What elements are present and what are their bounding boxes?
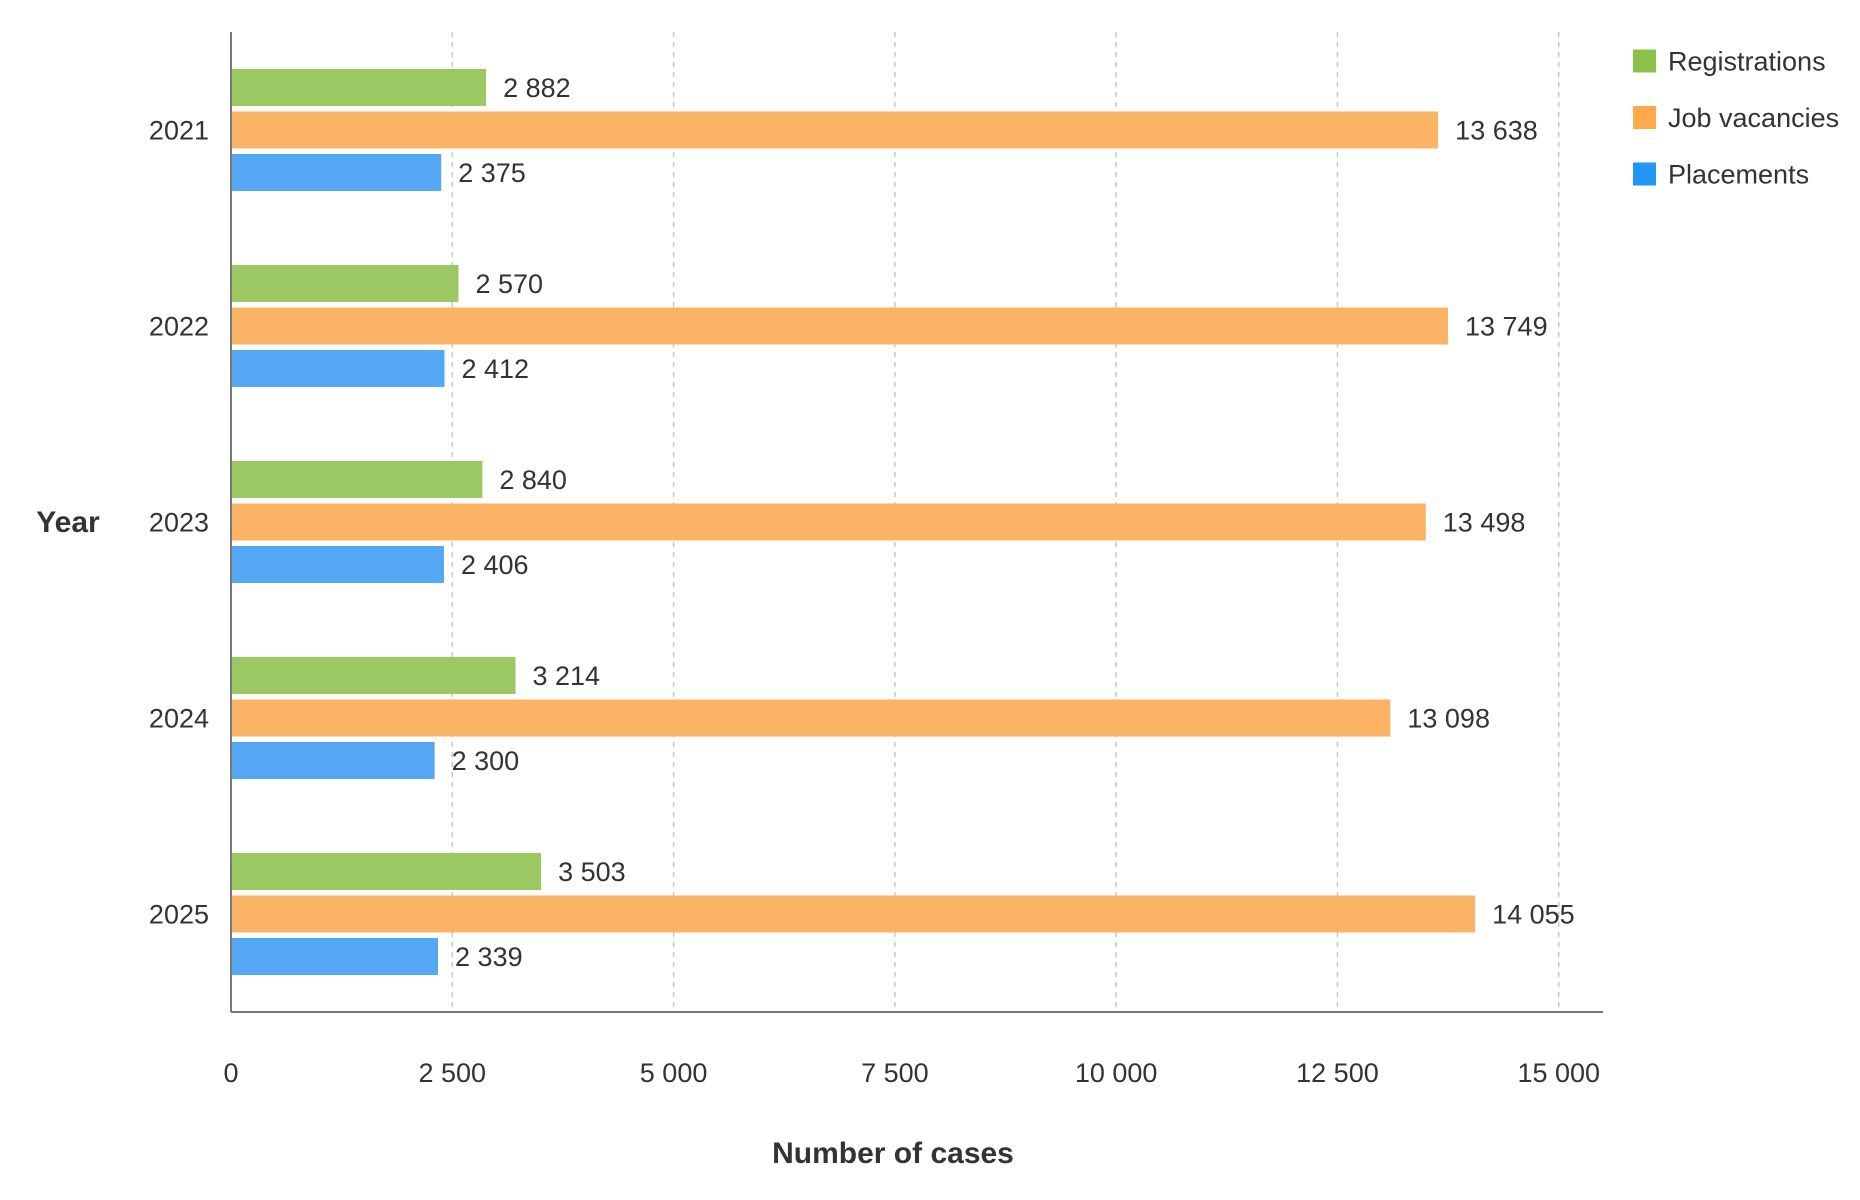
legend: Registrations Job vacancies Placements (1633, 47, 1839, 190)
bar-placements-2021 (231, 154, 442, 191)
data-label: 13 498 (1443, 508, 1526, 538)
x-tick-label: 12 500 (1296, 1058, 1379, 1088)
bar-placements-2023 (231, 546, 444, 583)
x-tick-label: 10 000 (1075, 1058, 1158, 1088)
data-label: 3 503 (558, 857, 626, 887)
bar-placements-2024 (231, 742, 435, 779)
data-label: 2 300 (452, 746, 520, 776)
x-tick-label: 0 (223, 1058, 238, 1088)
legend-swatch-registrations (1633, 49, 1656, 73)
legend-label: Placements (1668, 160, 1809, 190)
legend-label: Job vacancies (1668, 103, 1839, 133)
y-tick-label: 2024 (149, 704, 209, 734)
data-label: 13 749 (1465, 312, 1548, 342)
data-label: 2 339 (455, 942, 523, 972)
x-tick-label: 15 000 (1517, 1058, 1600, 1088)
y-axis-title: Year (36, 506, 100, 539)
legend-swatch-job-vacancies (1633, 106, 1656, 129)
bar-registrations-2024 (231, 657, 516, 694)
y-tick-label: 2023 (149, 508, 209, 538)
axes: 0 2 500 5 000 7 500 10 000 12 500 15 000 2021 20… (149, 32, 1603, 1088)
bar-job-vacancies-2025 (231, 895, 1476, 933)
data-label: 3 214 (532, 661, 600, 691)
bar-placements-2025 (231, 938, 439, 975)
x-tick-label: 7 500 (861, 1058, 929, 1088)
bar-registrations-2025 (231, 853, 542, 890)
bars: 2 882 13 638 2 375 2 570 13 749 2 412 2 840 13 … (231, 69, 1575, 975)
x-tick-label: 2 500 (419, 1058, 487, 1088)
data-label: 14 055 (1492, 900, 1575, 930)
data-label: 2 840 (499, 465, 567, 495)
data-label: 13 638 (1455, 116, 1538, 146)
bar-registrations-2021 (231, 69, 487, 106)
bar-job-vacancies-2024 (231, 699, 1391, 737)
x-axis-title: Number of cases (772, 1137, 1014, 1170)
data-label: 2 570 (475, 269, 543, 299)
legend-swatch-placements (1633, 162, 1656, 186)
bar-placements-2022 (231, 350, 445, 387)
data-label: 13 098 (1407, 704, 1490, 734)
y-tick-label: 2022 (149, 312, 209, 342)
data-label: 2 882 (503, 73, 571, 103)
bar-registrations-2022 (231, 265, 459, 302)
data-label: 2 375 (458, 158, 526, 188)
y-tick-label: 2021 (149, 116, 209, 146)
bar-job-vacancies-2023 (231, 503, 1426, 541)
bar-registrations-2023 (231, 461, 483, 498)
y-tick-label: 2025 (149, 900, 209, 930)
data-label: 2 412 (462, 354, 530, 384)
legend-label: Registrations (1668, 47, 1826, 77)
x-tick-label: 5 000 (640, 1058, 708, 1088)
data-label: 2 406 (461, 550, 529, 580)
bar-job-vacancies-2021 (231, 111, 1439, 149)
bar-job-vacancies-2022 (231, 307, 1449, 345)
